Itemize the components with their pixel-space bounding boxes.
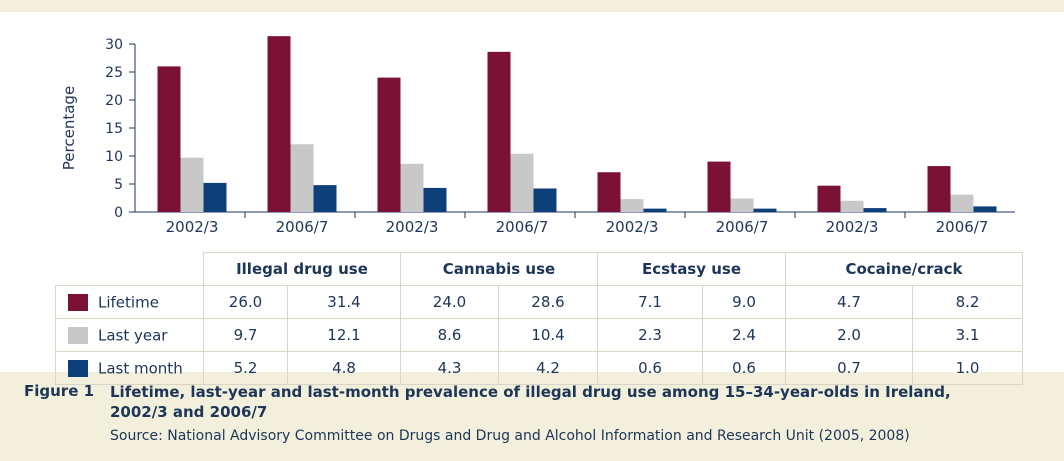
bar-chart: 0 5 10 15 20 25 30 Percentage 2002/3 2006/7 2002/3… [60,36,1015,236]
group-header-illegal-drug-use: Illegal drug use [203,252,401,286]
bar-last-year-8 [950,194,974,212]
table-cell: 26.0 [203,285,288,319]
figure-source: Source: National Advisory Committee on D… [110,428,910,444]
group-header-cocaine-crack: Cocaine/crack [785,252,1023,286]
bar-last-month-1 [203,182,227,212]
bar-lifetime-8 [927,166,951,212]
bar-last-month-2 [313,185,337,212]
bar-lifetime-5 [597,172,621,212]
table-cell: 4.7 [785,285,913,319]
bar-last-month-8 [973,206,997,212]
table-cell: 12.1 [287,318,401,352]
bar-last-year-7 [840,200,864,212]
x-tick-label: 2002/3 [826,218,879,236]
table-cell: 31.4 [287,285,401,319]
y-axis-title: Percentage [60,86,78,170]
bar-last-month-6 [753,208,777,212]
table-cell: 10.4 [498,318,598,352]
legend-swatch-last-month [68,359,88,377]
bar-last-year-6 [730,198,754,212]
legend-swatch-last-year [68,326,88,344]
y-tick-label: 25 [105,65,123,81]
x-tick-label: 2006/7 [276,218,329,236]
legend-label-last-month: Last month [98,359,183,378]
table-cell: 7.1 [597,285,703,319]
bar-last-year-5 [620,199,644,212]
table-cell: 4.2 [498,351,598,385]
table-cell: 28.6 [498,285,598,319]
table-cell: 0.6 [702,351,786,385]
table-row-last-month: Last month 5.2 4.8 4.3 4.2 0.6 0.6 0.7 1.0 [55,351,1023,385]
table-cell: 4.3 [400,351,499,385]
legend-label-last-year: Last year [98,326,168,345]
bar-lifetime-7 [817,185,841,212]
bar-lifetime-4 [487,51,511,213]
bar-last-month-5 [643,208,667,212]
table-cell: 8.6 [400,318,499,352]
table-cell: 24.0 [400,285,499,319]
bar-last-year-4 [510,153,534,212]
x-tick-label: 2006/7 [716,218,769,236]
table-cell: 9.0 [702,285,786,319]
table-cell: 5.2 [203,351,288,385]
bar-last-year-3 [400,163,424,212]
x-tick-label: 2006/7 [496,218,549,236]
x-tick-label: 2006/7 [936,218,989,236]
legend-swatch-lifetime [68,293,88,311]
table-header-row: Illegal drug use Cannabis use Ecstasy us… [55,252,1023,286]
group-header-cannabis-use: Cannabis use [400,252,598,286]
table-cell: 4.8 [287,351,401,385]
bar-last-year-2 [290,144,314,212]
row-label-cell: Lifetime [55,285,204,319]
bar-last-month-7 [863,208,887,212]
bar-lifetime-2 [267,36,291,212]
chart-panel: 0 5 10 15 20 25 30 Percentage 2002/3 2006/7 2002/3… [0,12,1064,385]
y-tick-label: 20 [105,93,123,109]
bar-last-month-3 [423,187,447,212]
table-row-last-year: Last year 9.7 12.1 8.6 10.4 2.3 2.4 2.0 3.1 [55,318,1023,352]
table-cell: 8.2 [912,285,1023,319]
group-header-ecstasy-use: Ecstasy use [597,252,786,286]
legend-label-lifetime: Lifetime [98,293,159,312]
bar-last-year-1 [180,157,204,212]
data-table: Illegal drug use Cannabis use Ecstasy us… [55,252,1023,385]
y-tick-label: 5 [114,177,123,193]
figure-title: Lifetime, last-year and last-month preva… [110,383,951,421]
row-label-cell: Last year [55,318,204,352]
table-cell: 0.7 [785,351,913,385]
y-tick-label: 0 [114,205,123,221]
table-cell: 2.0 [785,318,913,352]
x-tick-label: 2002/3 [606,218,659,236]
table-cell: 3.1 [912,318,1023,352]
y-tick-label: 15 [105,121,123,137]
table-cell: 9.7 [203,318,288,352]
table-cell: 2.3 [597,318,703,352]
bar-lifetime-6 [707,161,731,212]
figure-number: Figure 1 [24,382,95,400]
y-tick-label: 30 [105,37,123,53]
bar-lifetime-3 [377,77,401,212]
bar-last-month-4 [533,188,557,212]
bar-lifetime-1 [157,66,181,213]
y-tick-label: 10 [105,149,123,165]
x-tick-label: 2002/3 [166,218,219,236]
table-row-lifetime: Lifetime 26.0 31.4 24.0 28.6 7.1 9.0 4.7 8.2 [55,285,1023,319]
table-cell: 1.0 [912,351,1023,385]
table-cell: 2.4 [702,318,786,352]
table-cell: 0.6 [597,351,703,385]
x-tick-label: 2002/3 [386,218,439,236]
row-label-cell: Last month [55,351,204,385]
